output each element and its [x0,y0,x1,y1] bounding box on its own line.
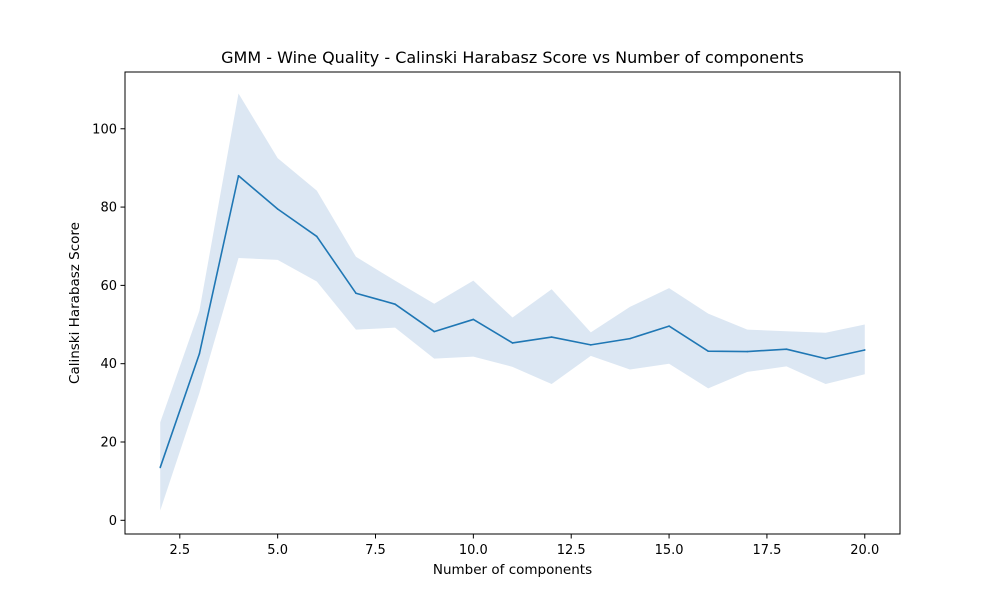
data-point [707,350,710,352]
y-axis-label: Calinski Harabasz Score [67,222,83,384]
y-tick-label: 0 [109,514,117,529]
confidence-band [160,93,865,511]
x-tick-label: 12.5 [557,543,586,558]
data-point [315,235,318,238]
plot-area-frame [124,71,901,535]
data-point [785,348,788,351]
data-point [433,330,436,333]
data-point [472,318,475,321]
data-point [394,303,396,305]
x-tick-label: 2.5 [169,543,190,558]
y-tick-label: 20 [100,435,117,450]
data-point [159,466,162,469]
x-tick-label: 10.0 [459,543,488,558]
data-point [198,353,201,355]
data-point [276,208,279,210]
x-tick-label: 20.0 [850,543,879,558]
data-point [668,325,670,327]
y-tick-label: 100 [92,122,117,137]
data-point [824,357,827,360]
x-axis-ticks: 2.5 5.0 7.5 10.0 12.5 15.0 17.5 20.0 [169,534,879,558]
x-tick-label: 5.0 [267,543,288,558]
confidence-band-layer [160,93,865,511]
data-point [629,337,631,340]
data-point [589,344,592,346]
data-point [237,174,240,177]
data-point [511,342,514,344]
series-line-layer [159,174,866,469]
y-tick-label: 80 [100,201,117,216]
y-tick-label: 40 [100,357,117,372]
chart-title: GMM - Wine Quality - Calinski Harabasz S… [221,48,804,67]
x-tick-label: 17.5 [752,543,781,558]
y-tick-label: 60 [100,279,117,294]
y-axis-ticks: 0 20 40 60 80 100 [92,122,125,529]
data-point [355,292,357,295]
data-point [550,336,553,338]
x-tick-label: 7.5 [365,543,386,558]
x-tick-label: 15.0 [655,543,684,558]
data-point [746,350,749,353]
data-point [863,349,866,351]
x-axis-label: Number of components [433,562,592,578]
